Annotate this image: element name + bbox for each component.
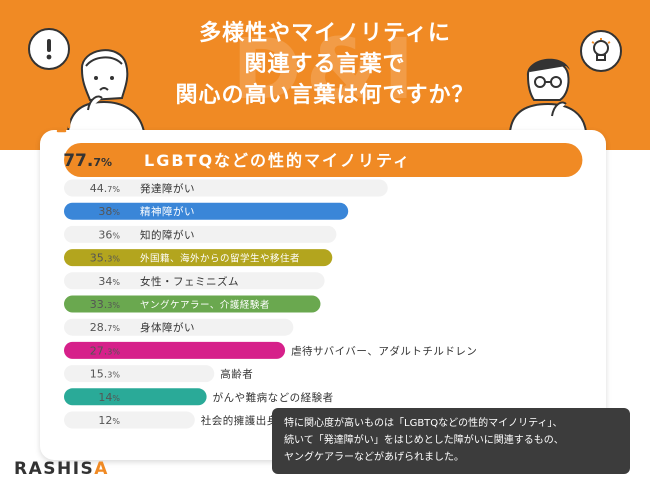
category-label-12: 社会的擁護出身 [201,414,278,427]
bar-12 [64,411,195,429]
bar-3 [64,202,349,220]
value-label-12: 12% [98,414,120,427]
bar-9 [64,341,286,359]
value-label-main-12: 12 [98,414,112,427]
value-label-sub-10: 3% [107,371,120,380]
note-line-2: 続いて「発達障がい」をはじめとした障がいに関連するもの、 [284,435,564,446]
exclamation-bubble-icon [28,28,70,70]
note-line-1: 特に関心度が高いものは「LGBTQなどの性的マイノリティ」、 [284,418,563,429]
value-label-main-4: 36 [98,228,112,241]
category-label-2: 発達障がい [140,182,195,195]
lightbulb-icon [591,38,611,61]
lightbulb-bubble-icon [580,30,622,72]
value-label-4: 36% [98,228,120,241]
category-label-3: 精神障がい [140,205,195,218]
thinking-man-illustration [508,58,588,132]
value-label-sub-9: 3% [107,347,120,356]
value-label-main-1: 77. [63,151,93,171]
sparkle-icon [56,118,71,133]
bar-10 [64,365,215,383]
category-label-7: ヤングケアラー、介護経験者 [140,299,270,311]
value-label-10: 15.3% [90,368,121,381]
page-title: 多様性やマイノリティに 関連する言葉で 関心の高い言葉は何ですか？ [100,18,550,111]
bar-5 [64,249,333,267]
category-label-11: がんや難病などの経験者 [213,391,334,404]
value-label-3: 38% [98,205,120,218]
value-label-main-6: 34 [98,275,112,288]
value-label-1: 77.7% [63,151,112,171]
category-label-1: LGBTQなどの性的マイノリティ [144,151,411,170]
thinking-woman-illustration [66,49,146,132]
bar-6 [64,272,325,290]
title-line-3: 関心の高い言葉は何ですか？ [175,83,475,108]
value-label-sub-7: 3% [107,301,120,310]
value-label-main-8: 28. [90,321,108,334]
category-label-8: 身体障がい [140,321,195,334]
value-label-sub-6: % [112,278,120,287]
bar-1 [64,143,583,177]
summary-note: 特に関心度が高いものは「LGBTQなどの性的マイノリティ」、 続いて「発達障がい… [272,408,630,474]
value-label-main-10: 15. [90,368,108,381]
title-line-2: 関連する言葉で [244,52,406,77]
category-label-9: 虐待サバイバー、アダルトチルドレン [291,344,477,357]
value-label-8: 28.7% [90,321,121,334]
category-label-4: 知的障がい [140,228,195,241]
bar-7 [64,295,321,313]
value-label-6: 34% [98,275,120,288]
value-label-sub-3: % [112,208,120,217]
rashisa-logo: RASHISA [14,459,109,479]
note-line-3: ヤングケアラーなどがあげられました。 [284,452,464,463]
value-label-sub-4: % [112,231,120,240]
value-label-sub-5: 3% [107,255,120,264]
value-label-sub-1: 7% [93,156,112,169]
category-label-6: 女性・フェミニズム [140,275,239,288]
logo-text: RASHIS [14,459,95,479]
category-label-10: 高齢者 [220,368,253,381]
category-label-5: 外国籍、海外からの留学生や移住者 [140,253,300,265]
value-label-main-5: 35. [90,252,108,265]
watermark: D&I [232,20,419,118]
value-label-sub-2: 7% [107,185,120,194]
value-label-5: 35.3% [90,252,121,265]
exclamation-icon [46,39,52,60]
logo-accent: A [94,459,109,479]
bar-11 [64,388,207,406]
value-label-sub-12: % [112,417,120,426]
value-label-9: 27.3% [90,344,121,357]
bar-8 [64,318,294,336]
value-label-7: 33.3% [90,298,121,311]
value-label-sub-8: 7% [107,324,120,333]
value-label-main-3: 38 [98,205,112,218]
value-label-main-9: 27. [90,344,108,357]
bar-4 [64,225,337,243]
bar-2 [64,179,388,197]
title-line-1: 多様性やマイノリティに [199,21,451,46]
value-label-main-2: 44. [90,182,108,195]
value-label-11: 14% [98,391,120,404]
value-label-main-11: 14 [98,391,112,404]
value-label-2: 44.7% [90,182,121,195]
value-label-sub-11: % [112,394,120,403]
value-label-main-7: 33. [90,298,108,311]
